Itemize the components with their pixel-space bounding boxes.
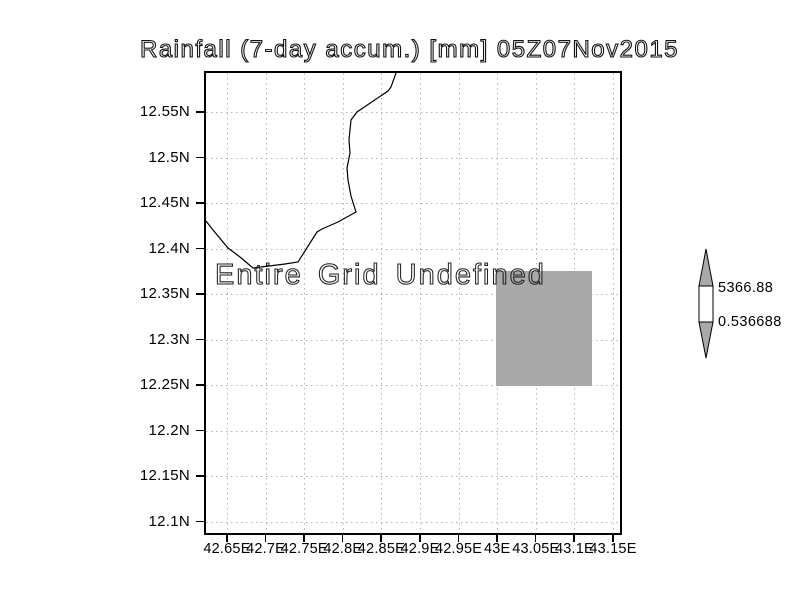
lat-tick: [196, 475, 205, 477]
gridline-v: [265, 73, 267, 533]
lon-tick: [573, 535, 575, 542]
lat-tick-label: 12.35N: [139, 285, 190, 302]
lat-tick-label: 12.5N: [148, 148, 190, 166]
lat-tick: [196, 293, 205, 295]
lon-tick-label: 43.15E: [589, 541, 637, 557]
lat-tick: [196, 429, 205, 431]
lon-tick: [341, 535, 344, 542]
lat-tick-label: 12.3N: [148, 330, 190, 348]
map-frame: Entire Grid Undefined: [204, 71, 622, 535]
lon-tick: [419, 535, 421, 542]
gridline-v: [227, 73, 228, 533]
lat-tick: [196, 111, 205, 113]
colorbar-box: [698, 285, 714, 323]
lat-tick-label: 12.45N: [139, 194, 190, 211]
lat-tick: [196, 338, 205, 340]
lat-tick: [196, 156, 205, 158]
lon-tick: [612, 535, 614, 542]
lon-tick-label: 43.05E: [512, 541, 560, 557]
colorbar: [698, 248, 714, 359]
grid-undefined-annotation: Entire Grid Undefined: [214, 258, 546, 291]
lon-tick-label: 42.75E: [280, 541, 328, 557]
lon-tick-label: 43E: [483, 541, 511, 557]
lon-tick: [457, 535, 460, 542]
lat-tick-label: 12.15N: [139, 467, 190, 484]
gridline-v: [420, 73, 421, 533]
colorbar-down-arrow: [698, 321, 714, 359]
lon-tick: [226, 535, 228, 542]
colorbar-up-arrow: [698, 248, 714, 287]
lat-tick: [196, 384, 205, 386]
lon-tick-label: 42.7E: [246, 541, 286, 557]
gridline-v: [342, 73, 344, 533]
gridline-v: [304, 73, 306, 533]
plot-title: Rainfall (7-day accum.) [mm] 05Z07Nov201…: [139, 35, 680, 63]
lon-tick: [264, 535, 267, 542]
gridline-h: [206, 294, 620, 295]
lat-tick: [196, 202, 205, 204]
lon-tick-label: 42.9E: [400, 541, 440, 557]
gridline-h: [206, 521, 620, 523]
lat-tick: [196, 247, 205, 249]
coastline: [206, 73, 397, 269]
lat-tick-label: 12.2N: [148, 421, 190, 439]
gridline-h: [206, 476, 620, 477]
gridline-h: [206, 203, 620, 204]
colorbar-min-label: 0.536688: [718, 314, 782, 330]
gridline-v: [381, 73, 383, 533]
lon-tick-label: 42.8E: [323, 541, 363, 557]
colorbar-max-label: 5366.88: [718, 280, 774, 296]
lon-tick-label: 43.1E: [554, 541, 594, 557]
lat-tick: [196, 520, 205, 522]
gridline-v: [458, 73, 460, 533]
lat-tick-label: 12.4N: [148, 239, 190, 257]
gridline-h: [206, 112, 620, 113]
lon-tick: [534, 535, 537, 542]
lon-tick: [303, 535, 305, 542]
gridline-h: [206, 248, 620, 250]
gridline-v: [613, 73, 614, 533]
lat-tick-label: 12.25N: [139, 376, 190, 393]
lat-tick-label: 12.1N: [148, 512, 190, 530]
lat-tick-label: 12.55N: [139, 103, 190, 120]
gridline-h: [206, 430, 620, 432]
gridline-h: [206, 339, 620, 341]
lon-tick: [380, 535, 382, 542]
lon-tick-label: 42.95E: [435, 541, 483, 557]
undefined-region-fill: [496, 271, 592, 386]
gridline-h: [206, 385, 620, 386]
lon-tick: [496, 535, 498, 542]
lon-tick-label: 42.85E: [357, 541, 405, 557]
lon-tick-label: 42.65E: [203, 541, 251, 557]
gridline-h: [206, 157, 620, 159]
